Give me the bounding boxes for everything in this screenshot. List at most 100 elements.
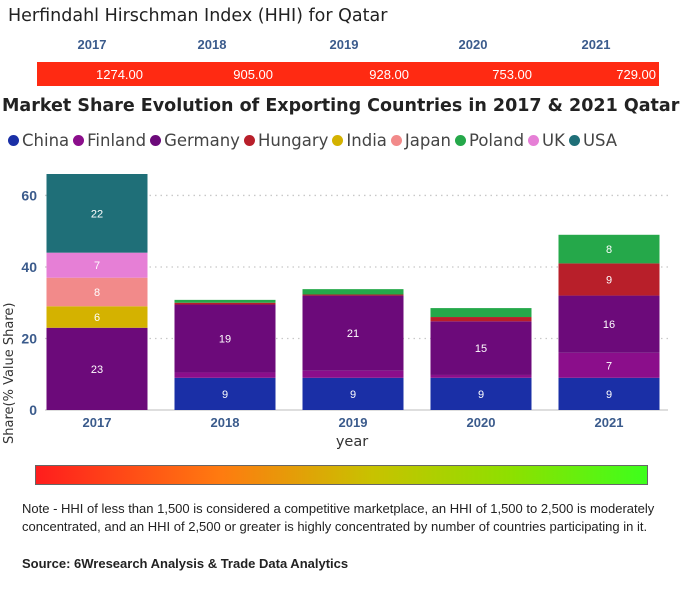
data-label: 9 — [222, 389, 228, 401]
hhi-value: 1274.00 — [96, 67, 143, 82]
hhi-year-label: 2020 — [458, 37, 488, 52]
legend-label: China — [22, 130, 70, 150]
y-tick-label: 60 — [21, 187, 37, 203]
legend-item-uk[interactable]: UK — [528, 131, 565, 150]
hhi-year-label: 2019 — [329, 37, 359, 52]
legend-item-japan[interactable]: Japan — [390, 130, 451, 150]
data-label: 23 — [91, 364, 103, 376]
bar-segment-germany — [46, 327, 148, 410]
x-tick-label: 2021 — [595, 415, 624, 430]
hhi-value: 905.00 — [233, 67, 273, 82]
bar-segment-germany — [430, 321, 532, 375]
data-label: 22 — [91, 208, 103, 220]
legend-item-usa[interactable]: USA — [568, 130, 618, 150]
y-tick-label: 0 — [29, 402, 37, 418]
data-label: 7 — [94, 260, 100, 272]
legend-item-india[interactable]: India — [332, 131, 387, 150]
data-label: 9 — [606, 389, 612, 401]
hhi-value: 729.00 — [616, 67, 656, 82]
data-label: 9 — [478, 389, 484, 401]
x-tick-label: 2018 — [211, 415, 240, 430]
bar-segment-japan — [46, 277, 148, 307]
bar-segment-finland — [302, 370, 404, 378]
bar-segment-poland — [558, 234, 660, 264]
bar-segment-poland — [430, 308, 532, 318]
x-axis-ticks: 2017 2018 2019 2020 2021 — [83, 415, 624, 430]
bar-segment-finland — [174, 372, 276, 378]
bar-segment-finland — [430, 374, 532, 378]
legend-item-poland[interactable]: Poland — [454, 130, 525, 150]
bar-segment-poland — [174, 299, 276, 303]
bar-segment-hungary — [174, 302, 276, 305]
y-tick-label: 40 — [21, 259, 37, 275]
legend-item-hungary[interactable]: Hungary — [243, 130, 329, 150]
bar-segment-china — [430, 377, 532, 410]
bar-segment-china — [302, 377, 404, 410]
bar-segment-finland — [558, 352, 660, 378]
hhi-year-label: 2017 — [77, 37, 107, 52]
legend-dot — [332, 134, 344, 146]
y-axis-ticks: 0 20 40 60 — [21, 187, 37, 418]
legend-label: USA — [582, 130, 618, 150]
x-axis-title: year — [336, 434, 368, 450]
bar-segment-poland — [302, 289, 404, 295]
bar-segment-china — [174, 377, 276, 410]
x-tick-label: 2019 — [339, 415, 368, 430]
bar-segment-germany — [558, 295, 660, 353]
x-tick-label: 2020 — [467, 415, 496, 430]
bar-segment-hungary — [430, 317, 532, 322]
legend-dot — [454, 134, 466, 146]
legend-dot — [390, 134, 402, 146]
note-text: Note - HHI of less than 1,500 is conside… — [22, 501, 655, 534]
legend-dot — [8, 134, 19, 146]
bar-segment-hungary — [302, 294, 404, 296]
x-tick-label: 2017 — [83, 415, 112, 430]
source-text: Source: 6Wresearch Analysis & Trade Data… — [22, 556, 349, 571]
hhi-value: 928.00 — [369, 67, 409, 82]
data-label: 9 — [350, 389, 356, 401]
legend-label: Hungary — [257, 130, 329, 150]
data-label: 16 — [603, 319, 615, 331]
data-label: 9 — [606, 274, 612, 286]
legend-dot — [568, 134, 580, 146]
legend-label: Poland — [468, 130, 525, 150]
legend-item-finland[interactable]: Finland — [73, 131, 146, 150]
bar-segment-uk — [46, 252, 148, 278]
hhi-title: Herfindahl Hirschman Index (HHI) for Qat… — [8, 6, 388, 26]
legend-item-china[interactable]: China — [8, 131, 69, 150]
data-label: 8 — [94, 287, 100, 299]
legend-label: Germany — [164, 130, 240, 150]
bar-segment-germany — [302, 295, 404, 371]
chart-title: Market Share Evolution of Exporting Coun… — [2, 96, 680, 116]
legend-dot — [243, 134, 255, 146]
legend-label: UK — [542, 130, 565, 150]
data-label: 8 — [606, 244, 612, 256]
y-tick-label: 20 — [21, 330, 37, 346]
hhi-gradient-scale — [35, 465, 648, 485]
legend-dot — [150, 134, 162, 146]
bar-segment-usa — [46, 174, 148, 253]
data-label: 21 — [347, 328, 359, 340]
legend-label: Japan — [404, 130, 451, 150]
hhi-value: 753.00 — [492, 67, 532, 82]
bar-segment-hungary — [558, 263, 660, 296]
hhi-year-label: 2018 — [197, 37, 227, 52]
data-label: 15 — [475, 343, 487, 355]
data-label: 6 — [94, 312, 100, 324]
bar-segment-india — [46, 306, 148, 328]
hhi-year-label: 2021 — [581, 37, 611, 52]
legend-item-germany[interactable]: Germany — [150, 131, 240, 150]
data-label: 19 — [219, 333, 231, 345]
legend-label: India — [346, 130, 387, 150]
legend-dot — [528, 134, 540, 146]
bar-segment-china — [558, 377, 660, 410]
chart-legend: China Finland Germany Hungary India Japa… — [8, 129, 621, 151]
bar-stacks: 23 6 8 7 22 9 19 9 21 9 15 9 7 16 9 8 — [46, 174, 660, 410]
legend-dot — [73, 134, 85, 146]
hhi-value-bar — [37, 62, 659, 86]
y-axis-title: Share(% Value Share) — [2, 303, 17, 445]
bar-segment-germany — [174, 304, 276, 373]
data-label: 7 — [606, 360, 612, 372]
legend-label: Finland — [87, 130, 147, 150]
